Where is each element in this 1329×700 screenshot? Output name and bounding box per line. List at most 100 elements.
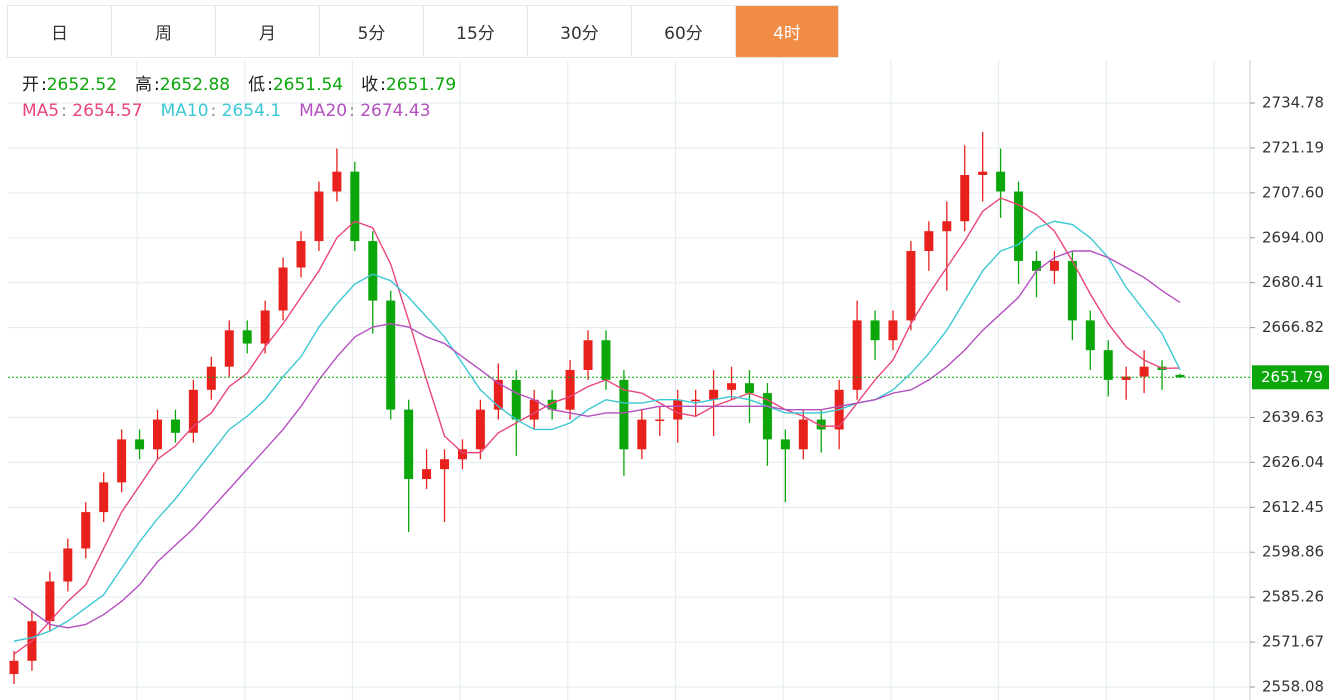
candle-body (978, 171, 988, 175)
candle-body (744, 383, 754, 394)
candle-body (278, 267, 288, 311)
candle-body (63, 548, 73, 582)
candle-body (386, 300, 396, 410)
legend-value: 2674.43 (360, 101, 431, 121)
y-tick-label: 2639.63 (1262, 408, 1324, 426)
candle-body (852, 320, 862, 390)
candle-body (727, 383, 737, 390)
candle-body (924, 231, 934, 252)
period-tab[interactable]: 5分 (319, 5, 423, 58)
candle-body (529, 399, 539, 420)
candle-body (601, 340, 611, 380)
candle-body (296, 241, 306, 268)
ohlc-label: 低 (248, 75, 266, 95)
candle-body (135, 439, 145, 450)
candle-body (673, 399, 683, 420)
ohlc-label: 高 (135, 75, 153, 95)
candle-body (81, 512, 91, 549)
candle-body (242, 330, 252, 344)
legend-label: MA5 (22, 101, 60, 121)
candle-body (1049, 260, 1059, 271)
candle-body (691, 399, 701, 402)
period-tab[interactable]: 周 (111, 5, 215, 58)
legend-value: 2654.1 (221, 101, 282, 121)
candle-body (45, 581, 55, 622)
ohlc-value: 2652.52 (46, 75, 118, 95)
candle-body (1175, 374, 1185, 378)
candle-body (565, 369, 575, 410)
price-tag-label: 2651.79 (1261, 368, 1323, 386)
candle-body (422, 469, 432, 480)
candle-body (870, 320, 880, 341)
candle-body (404, 409, 414, 480)
candle-body (99, 482, 109, 513)
ohlc-label: 收 (361, 75, 379, 95)
ohlc-value: 2652.88 (159, 75, 231, 95)
candle-body (188, 389, 198, 433)
period-tabs: 日周月 5分 15分 30分 60分 4时 (7, 5, 839, 58)
candle-body (117, 439, 127, 483)
candle-body (153, 419, 163, 450)
candle-body (780, 439, 790, 450)
y-tick-label: 2598.86 (1262, 543, 1324, 561)
legend-label: MA20 (299, 101, 348, 121)
period-tab[interactable]: 30分 (527, 5, 631, 58)
y-tick-label: 2680.41 (1262, 273, 1324, 291)
candle-body (996, 171, 1006, 192)
candle-body (583, 340, 593, 370)
y-tick-label: 2571.67 (1262, 633, 1324, 651)
candle-body (350, 171, 360, 242)
legend-value: 2654.57 (72, 101, 143, 121)
period-tab[interactable]: 4时 (735, 5, 839, 58)
candle-body (1139, 366, 1149, 377)
candle-body (457, 449, 467, 460)
ohlc-value: 2651.79 (385, 75, 457, 95)
candle-body (816, 419, 826, 430)
candle-body (314, 191, 324, 242)
candle-body (762, 393, 772, 440)
candle-body (888, 320, 898, 341)
candle-body (332, 171, 342, 192)
candle-body (9, 660, 19, 675)
period-tab[interactable]: 日 (7, 5, 111, 58)
y-tick-label: 2612.45 (1262, 498, 1324, 516)
ohlc-label: 开 (22, 75, 39, 95)
candle-body (906, 251, 916, 321)
candle-body (1031, 260, 1041, 271)
y-tick-label: 2666.82 (1262, 318, 1324, 336)
period-tab[interactable]: 60分 (631, 5, 735, 58)
period-tab[interactable]: 月 (215, 5, 319, 58)
candle-body (655, 419, 665, 422)
legend-label: MA10 (160, 101, 209, 121)
candle-body (1103, 350, 1113, 380)
y-tick-label: 2707.60 (1262, 183, 1324, 201)
y-tick-label: 2734.78 (1262, 93, 1324, 111)
candle-body (368, 241, 378, 301)
ma-row: MA5: 2654.57 MA10: 2654.1 MA20: 2674.43 (22, 101, 431, 121)
y-tick-label: 2694.00 (1262, 228, 1324, 246)
candle-body (619, 379, 629, 450)
candle-body (1067, 260, 1077, 321)
candle-body (798, 419, 808, 450)
ohlc-row: 开:2652.52 高:2652.88 低:2651.54 收:2651.79 (22, 75, 457, 95)
ma-line (13, 197, 1181, 655)
candle-body (224, 330, 234, 367)
candle-body (942, 221, 952, 232)
y-tick-label: 2558.08 (1262, 678, 1324, 696)
ohlc-value: 2651.54 (272, 75, 344, 95)
candle-body (260, 310, 270, 344)
candle-body (637, 419, 647, 450)
candle-body (475, 409, 485, 450)
candle-body (960, 174, 970, 222)
period-tab[interactable]: 15分 (423, 5, 527, 58)
candle-body (440, 459, 450, 470)
candle-body (547, 399, 557, 410)
y-tick-label: 2626.04 (1262, 453, 1324, 471)
candle-body (1085, 320, 1095, 351)
info-header: 开:2652.52 高:2652.88 低:2651.54 收:2651.79 MA5:… (22, 72, 474, 124)
candle-body (511, 379, 521, 420)
ma-line (13, 250, 1181, 629)
candle-body (170, 419, 180, 433)
